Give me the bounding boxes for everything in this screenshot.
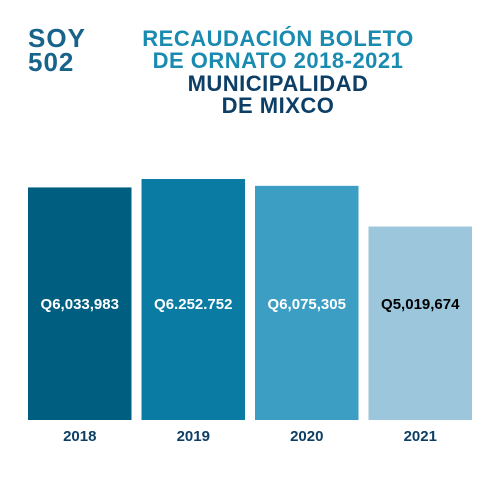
data-label: Q5,019,674 bbox=[381, 296, 460, 313]
logo-text: 502 bbox=[28, 47, 74, 77]
x-tick-label: 2018 bbox=[63, 428, 96, 445]
logo-text: SOY bbox=[28, 23, 86, 53]
chart-subtitle: DE MIXCO bbox=[222, 93, 335, 118]
bar bbox=[255, 185, 359, 420]
x-tick-label: 2019 bbox=[177, 428, 210, 445]
chart-subtitle: MUNICIPALIDAD bbox=[188, 71, 369, 96]
bar bbox=[368, 226, 472, 420]
x-tick-label: 2021 bbox=[404, 428, 437, 445]
chart-title: DE ORNATO 2018-2021 bbox=[153, 48, 404, 73]
data-label: Q6.252.752 bbox=[154, 296, 232, 313]
bar bbox=[28, 187, 132, 420]
chart-title: RECAUDACIÓN BOLETO bbox=[142, 26, 413, 51]
bar bbox=[141, 179, 245, 420]
data-label: Q6,075,305 bbox=[268, 296, 346, 313]
data-label: Q6,033,983 bbox=[41, 296, 119, 313]
x-tick-label: 2020 bbox=[290, 428, 323, 445]
